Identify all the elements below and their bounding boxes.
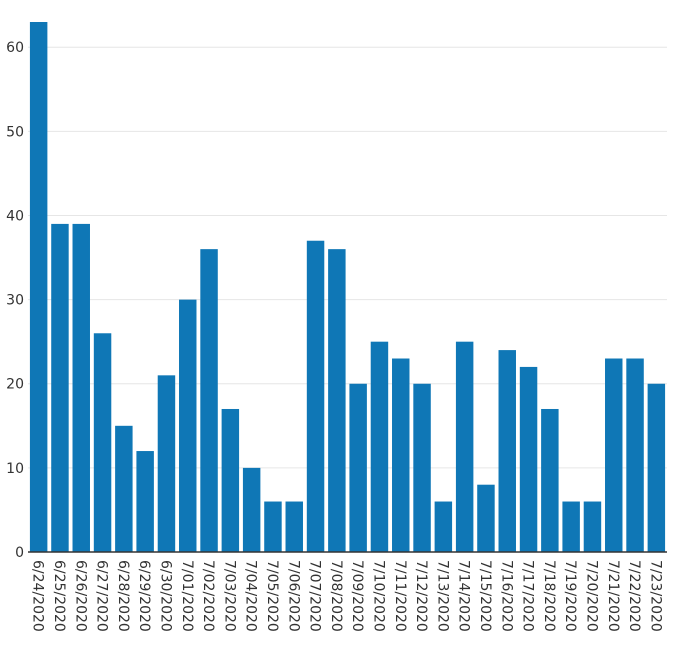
bar[interactable] <box>51 223 69 552</box>
bar[interactable] <box>136 451 154 552</box>
x-tick-labels: 6/24/2020 6/25/2020 6/26/2020 6/27/2020 6/28… <box>30 560 664 632</box>
bar[interactable] <box>242 467 261 552</box>
bar[interactable] <box>349 383 367 552</box>
y-tick-label: 50 <box>6 124 24 140</box>
x-tick-label: 6/26/2020 <box>72 560 88 632</box>
bar[interactable] <box>562 501 580 552</box>
x-tick-label: 7/21/2020 <box>605 560 621 632</box>
y-tick-label: 30 <box>6 293 24 309</box>
bar[interactable] <box>200 249 218 552</box>
bar[interactable] <box>72 223 90 552</box>
bar[interactable] <box>306 240 325 552</box>
bar[interactable] <box>157 375 176 552</box>
x-tick-label: 6/24/2020 <box>30 560 46 632</box>
bar[interactable] <box>605 358 623 552</box>
x-tick-label: 7/13/2020 <box>434 560 450 632</box>
y-tick-label: 40 <box>6 208 24 224</box>
x-tick-label: 6/30/2020 <box>157 560 173 632</box>
bars <box>29 22 666 552</box>
y-tick-label: 10 <box>6 461 24 477</box>
x-tick-label: 7/17/2020 <box>520 560 536 632</box>
bar[interactable] <box>647 383 666 552</box>
x-tick-label: 7/22/2020 <box>626 560 642 632</box>
x-tick-label: 7/03/2020 <box>221 560 237 632</box>
x-tick-label: 7/15/2020 <box>477 560 493 632</box>
x-tick-label: 7/06/2020 <box>285 560 301 632</box>
bar[interactable] <box>434 501 453 552</box>
x-tick-label: 7/14/2020 <box>456 560 472 632</box>
y-tick-label: 60 <box>6 40 24 56</box>
x-tick-label: 6/29/2020 <box>136 560 152 632</box>
bar[interactable] <box>285 501 303 552</box>
x-tick-label: 6/28/2020 <box>115 560 131 632</box>
bar[interactable] <box>455 341 474 552</box>
bar[interactable] <box>626 358 644 552</box>
x-tick-label: 7/11/2020 <box>392 560 408 632</box>
bar[interactable] <box>583 501 602 552</box>
bar[interactable] <box>179 299 197 552</box>
bar[interactable] <box>392 358 410 552</box>
bar[interactable] <box>519 366 538 552</box>
x-tick-label: 6/27/2020 <box>94 560 110 632</box>
bar[interactable] <box>370 341 389 552</box>
x-tick-label: 7/12/2020 <box>413 560 429 632</box>
bar[interactable] <box>328 249 346 552</box>
x-tick-label: 7/08/2020 <box>328 560 344 632</box>
bar[interactable] <box>541 408 559 552</box>
x-tick-label: 7/09/2020 <box>349 560 365 632</box>
x-tick-label: 7/16/2020 <box>498 560 514 632</box>
x-tick-label: 7/05/2020 <box>264 560 280 632</box>
x-tick-label: 7/20/2020 <box>583 560 599 632</box>
bar[interactable] <box>498 350 516 552</box>
gridlines <box>28 46 667 469</box>
x-tick-label: 7/10/2020 <box>370 560 386 632</box>
x-tick-label: 7/04/2020 <box>243 560 259 632</box>
bar[interactable] <box>413 383 431 552</box>
y-tick-labels: 0 10 20 30 40 50 60 <box>6 40 24 561</box>
bar[interactable] <box>221 408 240 552</box>
bar[interactable] <box>29 22 48 552</box>
x-tick-label: 7/19/2020 <box>562 560 578 632</box>
y-tick-label: 20 <box>6 377 24 393</box>
x-tick-label: 7/18/2020 <box>541 560 557 632</box>
bar[interactable] <box>477 484 495 552</box>
bar[interactable] <box>115 425 133 552</box>
x-tick-label: 6/25/2020 <box>51 560 67 632</box>
bar[interactable] <box>264 501 282 552</box>
y-tick-label: 0 <box>15 545 24 561</box>
x-tick-label: 7/23/2020 <box>647 560 663 632</box>
x-tick-label: 7/02/2020 <box>200 560 216 632</box>
bar[interactable] <box>93 333 112 552</box>
x-tick-label: 7/01/2020 <box>179 560 195 632</box>
x-tick-label: 7/07/2020 <box>307 560 323 632</box>
